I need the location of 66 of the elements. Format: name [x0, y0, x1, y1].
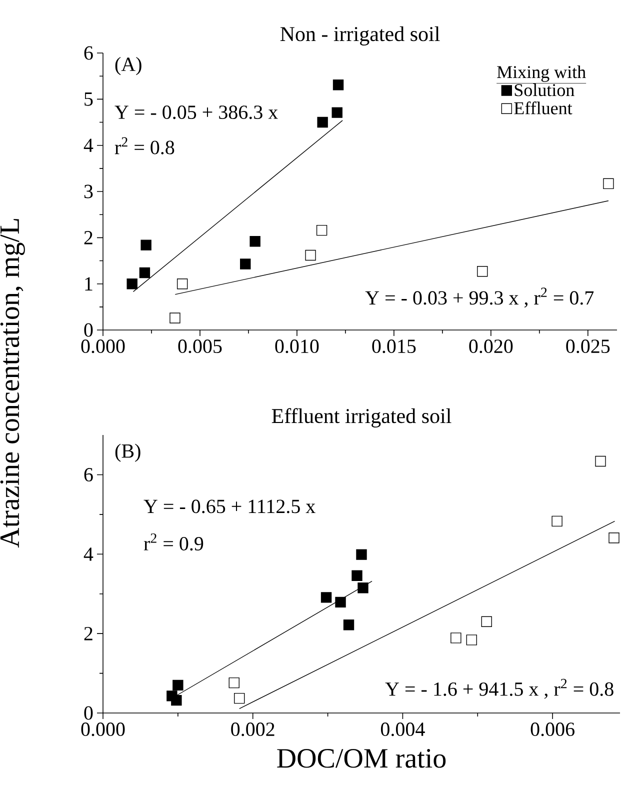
- point: [171, 694, 182, 706]
- point: [240, 258, 251, 270]
- x-tick-label: 0.002: [231, 722, 274, 736]
- point: [305, 250, 316, 261]
- point: [170, 312, 180, 324]
- x-tick-label: 0.020: [469, 340, 513, 354]
- point: [316, 224, 328, 236]
- point: [603, 178, 614, 190]
- y-tick-label: 0: [84, 323, 93, 337]
- point: [477, 266, 488, 277]
- point: [234, 692, 245, 704]
- point: [140, 240, 152, 250]
- point: [466, 634, 477, 646]
- point: [250, 236, 260, 247]
- x-tick-label: 0.006: [530, 722, 574, 736]
- y-tick-label: 0: [84, 706, 93, 720]
- y-tick-label: 2: [84, 231, 92, 244]
- point: [126, 278, 138, 290]
- y-tick-label: 3: [84, 184, 93, 198]
- point: [332, 80, 344, 90]
- point: [450, 632, 462, 644]
- point: [332, 107, 342, 118]
- y-tick-label: 1: [85, 277, 92, 290]
- x-tick-label: 0.010: [275, 340, 319, 354]
- chart-title: Non - irrigated soil: [280, 26, 440, 46]
- point: [481, 616, 492, 628]
- x-axis-title: DOC/OM ratio: [277, 748, 446, 768]
- y-tick-label: 6: [84, 46, 93, 60]
- point: [228, 677, 240, 688]
- point: [356, 549, 367, 560]
- x-tick-label: 0.005: [178, 340, 222, 354]
- x-tick-label: 0.025: [566, 340, 610, 354]
- x-tick-label: 0.015: [372, 340, 416, 354]
- point: [335, 596, 346, 608]
- legend-label: Effluent: [514, 102, 572, 114]
- y-tick-label: 5: [84, 92, 93, 106]
- point: [176, 278, 188, 290]
- annotation: r$^{2}$ = 0.8: [114, 137, 174, 154]
- point: [320, 592, 332, 603]
- legend-label: Solution: [514, 84, 574, 96]
- y-tick-label: 6: [84, 468, 93, 482]
- point: [358, 582, 368, 594]
- point: [352, 570, 362, 581]
- annotation: r$^{2}$ = 0.9: [144, 533, 204, 551]
- point: [317, 116, 328, 128]
- point: [343, 619, 354, 630]
- x-tick-label: 0.004: [380, 722, 425, 736]
- y-tick-label: 4: [84, 548, 94, 561]
- annotation: Y = - 0.03 + 99.3 x , r$^{2}$ = 0.7: [365, 288, 594, 308]
- point: [139, 267, 150, 278]
- annotation: Y = - 0.05 + 386.3 x: [114, 106, 278, 120]
- point: [552, 516, 562, 527]
- point: [608, 532, 620, 544]
- x-tick-label: 0.000: [81, 340, 125, 354]
- point: [172, 680, 184, 691]
- annotation: Y = - 1.6 + 941.5 x , r$^{2}$ = 0.8: [385, 678, 614, 699]
- y-tick-label: 2: [84, 626, 92, 640]
- annotation: (A): [115, 56, 142, 76]
- point: [595, 456, 606, 467]
- chart-title: Effluent irrigated soil: [272, 408, 452, 428]
- y-tick-label: 4: [84, 138, 94, 152]
- x-tick-label: 0.000: [81, 722, 125, 736]
- y-axis-title: Atrazine concentration, mg/L: [0, 219, 25, 548]
- annotation: Y = - 0.65 + 1112.5 x: [144, 500, 316, 514]
- annotation: (B): [115, 444, 140, 462]
- legend-title: Mixing with: [497, 66, 586, 82]
